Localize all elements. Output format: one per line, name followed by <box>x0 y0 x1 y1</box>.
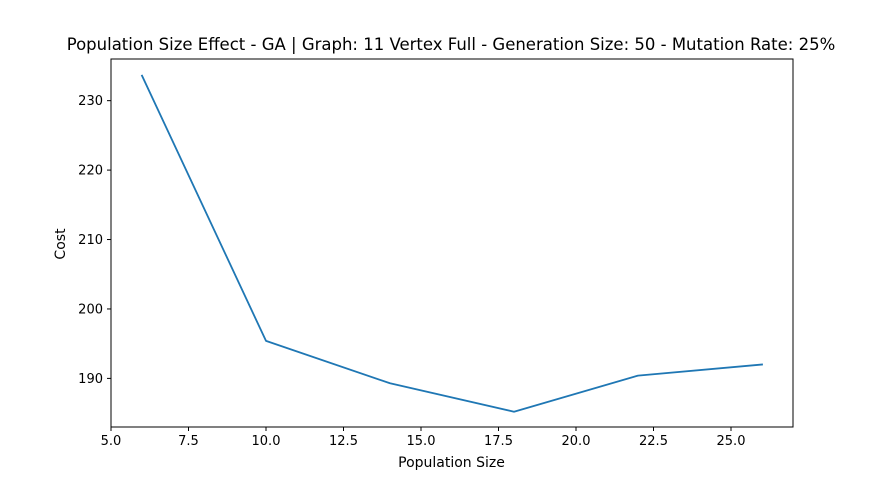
x-tick-label: 12.5 <box>329 434 358 449</box>
y-axis-label: Cost <box>53 228 69 260</box>
x-tick-label: 10.0 <box>252 434 281 449</box>
y-tick-label: 210 <box>78 233 103 248</box>
x-tick-label: 20.0 <box>562 434 591 449</box>
y-axis-ticks: 190 200 210 220 230 <box>78 94 111 387</box>
series-line-0 <box>140 74 763 413</box>
plot-area <box>110 58 794 428</box>
chart-title: Population Size Effect - GA | Graph: 11 … <box>67 35 836 54</box>
x-axis-ticks: 5.0 7.5 10.0 12.5 15.0 17.5 20.0 22.5 25.0 <box>101 427 746 449</box>
y-tick-label: 220 <box>78 164 103 179</box>
y-tick-label: 190 <box>78 372 103 387</box>
x-tick-label: 7.5 <box>178 434 199 449</box>
x-tick-label: 5.0 <box>101 434 122 449</box>
x-tick-label: 17.5 <box>484 434 513 449</box>
y-tick-label: 230 <box>78 94 103 109</box>
y-tick-label: 200 <box>78 302 103 317</box>
plot-frame <box>110 58 794 428</box>
x-tick-label: 25.0 <box>717 434 746 449</box>
x-axis-label: Population Size <box>398 455 505 471</box>
x-tick-label: 15.0 <box>407 434 436 449</box>
x-tick-label: 22.5 <box>639 434 668 449</box>
